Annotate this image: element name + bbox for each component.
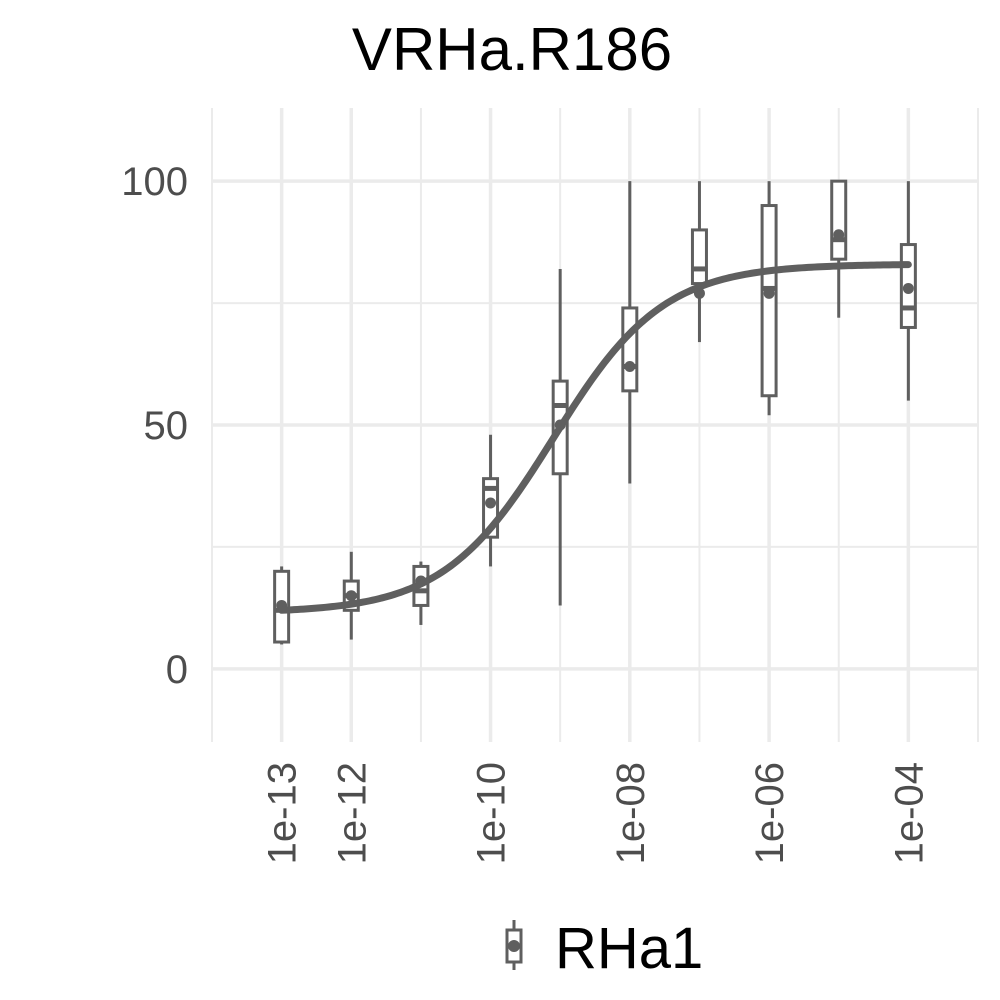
- mean-point: [345, 590, 357, 602]
- legend: RHa1: [505, 916, 703, 981]
- boxplot-7: [760, 181, 778, 416]
- mean-point: [833, 229, 845, 241]
- legend-point: [508, 940, 520, 952]
- x-tick-label: 1e-12: [330, 762, 374, 864]
- x-tick-label: 1e-04: [887, 762, 931, 864]
- x-tick-label: 1e-13: [261, 762, 305, 864]
- boxplot-2: [412, 561, 430, 625]
- boxplots: [273, 179, 917, 645]
- box-iqr: [760, 204, 778, 398]
- mean-point: [902, 282, 914, 294]
- x-tick-label: 1e-06: [748, 762, 792, 864]
- legend-key-boxplot-icon: [505, 920, 523, 970]
- x-tick-label: 1e-10: [470, 762, 514, 864]
- box-iqr: [621, 306, 639, 393]
- boxplot-5: [621, 181, 639, 484]
- x-tick-label: 1e-08: [609, 762, 653, 864]
- fit-curve: [278, 261, 912, 614]
- y-axis-tick-labels: 0 50 100: [121, 160, 188, 692]
- fit-curve-layer: [278, 261, 912, 614]
- boxplot-6: [690, 181, 708, 343]
- chart-title: VRHa.R186: [352, 16, 672, 83]
- y-tick-label: 100: [121, 160, 188, 204]
- boxplot-9: [899, 181, 917, 401]
- y-tick-label: 0: [166, 648, 188, 692]
- y-tick-label: 50: [144, 404, 189, 448]
- boxplot-8: [830, 179, 848, 318]
- grid: [211, 108, 979, 742]
- x-axis-tick-labels: 1e-13 1e-12 1e-10 1e-08 1e-06 1e-04: [261, 762, 932, 864]
- mean-point: [624, 360, 636, 372]
- boxplot-0: [273, 566, 291, 645]
- boxplot-1: [342, 551, 360, 640]
- box-iqr: [830, 179, 848, 261]
- box-iqr: [690, 228, 708, 286]
- legend-label: RHa1: [555, 916, 703, 981]
- mean-point: [485, 497, 497, 509]
- mean-point: [763, 287, 775, 299]
